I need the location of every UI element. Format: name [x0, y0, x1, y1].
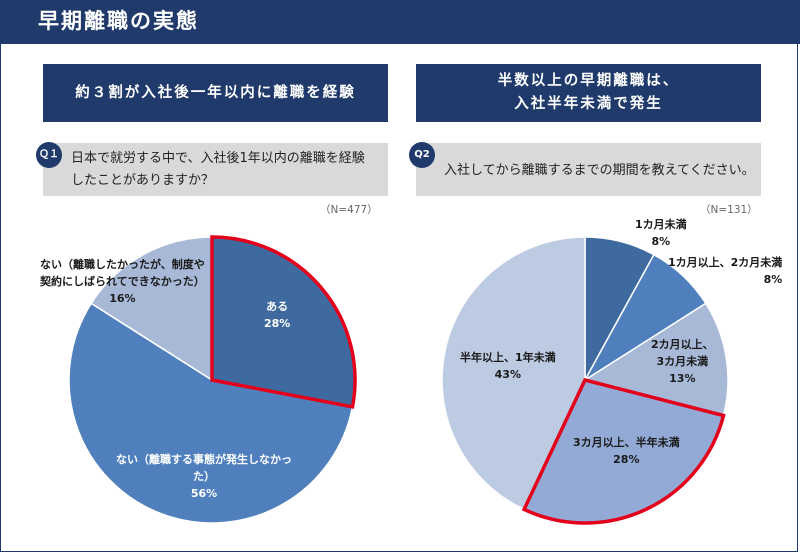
pie2-label-2to3m: 2カ月以上、 3カ月未満 13%	[651, 336, 714, 387]
pie2-label-3to6m-value: 28%	[613, 453, 640, 466]
right-headline-line-1: 半数以上の早期離職は、	[497, 73, 680, 89]
pie2-label-6to12m-line: 半年以上、1年未満	[460, 351, 556, 364]
right-headline-line-2: 入社半年未満で発生	[514, 96, 663, 112]
pie2-label-3to6m-line: 3カ月以上、半年未満	[573, 436, 680, 449]
left-headline-box: 約３割が入社後一年以内に離職を経験	[43, 64, 388, 122]
page-title: 早期離職の実態	[38, 9, 199, 33]
pie2-label-under-1m: 1カ月未満 8%	[635, 216, 687, 250]
pie2-label-1to2m-value: 8%	[763, 273, 783, 286]
right-headline-box: 半数以上の早期離職は、 入社半年未満で発生	[416, 64, 761, 122]
pie1-label-no-constrained-value: 16%	[109, 292, 136, 305]
pie1-label-no-event-line-2: た）	[193, 470, 215, 483]
q2-badge: Q2	[409, 142, 435, 168]
left-question-line-2: したことがありますか？	[71, 173, 215, 188]
pie1-label-no-event-value: 56%	[190, 487, 218, 500]
pie2-label-2to3m-line-2: 3カ月未満	[656, 355, 709, 368]
right-question: 入社してから離職するまでの期間を教えてください。	[444, 163, 755, 178]
pie2-label-1to2m: 1カ月以上、2カ月未満 8%	[668, 254, 782, 288]
left-question: 日本で就労する中で、入社後1年以内の離職を経験 したことがありますか？	[71, 148, 365, 192]
pie1-label-no-constrained: ない（離職したかったが、制度や 契約にしばられてできなかった） 16%	[40, 256, 205, 307]
pie1-label-no-event-line-1: ない（離職する事態が発生しなかっ	[116, 453, 292, 466]
pie1-label-yes: ある 28%	[264, 298, 290, 332]
left-headline: 約３割が入社後一年以内に離職を経験	[75, 84, 356, 101]
pie2-label-6to12m: 半年以上、1年未満 43%	[460, 349, 556, 383]
pie1-slice-2	[90, 236, 213, 382]
pie1-slice-1	[68, 302, 354, 524]
pie1-label-yes-line: ある	[266, 300, 289, 313]
pie1-label-no-event: ない（離職する事態が発生しなかっ た） 56%	[116, 451, 292, 502]
pie1-label-yes-value: 28%	[264, 317, 291, 330]
pie1-label-no-constrained-line-1: ない（離職したかったが、制度や	[40, 258, 205, 271]
pie2-label-1to2m-line: 1カ月以上、2カ月未満	[668, 256, 783, 269]
pie2-slice-4	[441, 236, 586, 511]
pie2-highlight-outline	[521, 377, 726, 525]
right-n-count: （N=131）	[700, 204, 758, 216]
pie2-label-2to3m-value: 13%	[669, 372, 696, 385]
left-question-bar	[43, 143, 388, 196]
right-question-bar	[416, 143, 761, 196]
pie2-label-under-1m-line: 1カ月未満	[635, 218, 687, 231]
pie1-highlight-outline	[210, 235, 357, 409]
pie2-label-3to6m: 3カ月以上、半年未満 28%	[573, 434, 680, 468]
header-bar	[0, 0, 800, 44]
pie2-label-2to3m-line-1: 2カ月以上、	[651, 338, 714, 351]
left-n-count: （N=477）	[320, 204, 378, 216]
pie1-label-no-constrained-line-2: 契約にしばられてできなかった）	[40, 275, 205, 288]
pie2-label-6to12m-value: 43%	[494, 368, 521, 381]
pie2-label-under-1m-value: 8%	[651, 235, 671, 248]
q1-badge: Ｑ１	[36, 142, 62, 168]
left-question-line-1: 日本で就労する中で、入社後1年以内の離職を経験	[71, 151, 365, 166]
